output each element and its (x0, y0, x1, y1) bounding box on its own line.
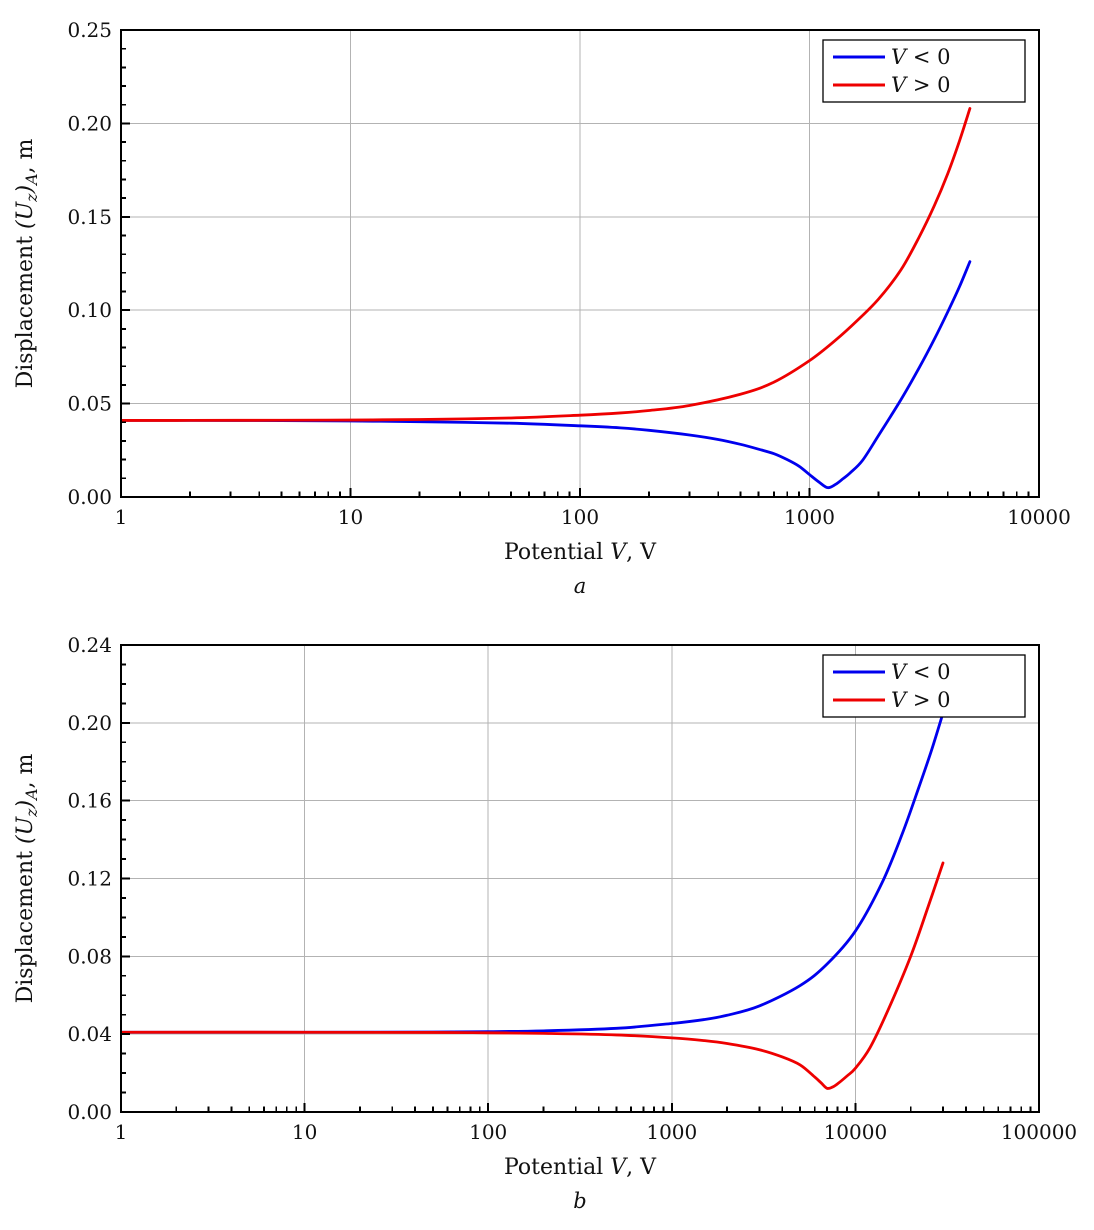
x-tick-label: 10 (338, 505, 363, 529)
grid (121, 30, 1039, 497)
x-tick-label: 100000 (1001, 1120, 1077, 1144)
y-tick-label: 0.24 (67, 633, 112, 657)
y-tick-label: 0.12 (67, 867, 112, 891)
x-tick-label: 1 (115, 1120, 128, 1144)
chart-a: 1 10 100 1000 10000 0.00 0.05 0.10 0.15 0.20 0.25 P… (13, 18, 1071, 598)
series-line-0 (121, 260, 972, 490)
tick-labels: 1 10 100 1000 10000 0.00 0.05 0.10 0.15 0.20 0.25 (67, 18, 1070, 529)
x-tick-label: 10000 (1007, 505, 1071, 529)
chart-a-canvas: 1 10 100 1000 10000 0.00 0.05 0.10 0.15 0.20 0.25 P… (13, 18, 1071, 598)
x-tick-label: 10 (292, 1120, 317, 1144)
legend-label-1: V > 0 (891, 688, 950, 712)
y-tick-label: 0.16 (67, 789, 112, 813)
x-tick-label: 100 (469, 1120, 507, 1144)
x-axis-label: Potential V, V (504, 540, 657, 565)
y-tick-label: 0.10 (67, 298, 112, 322)
x-tick-label: 1 (115, 505, 128, 529)
legend-label-1: V > 0 (891, 73, 950, 97)
y-tick-label: 0.00 (67, 1100, 112, 1124)
ticks (120, 29, 1040, 498)
tick-labels: 1 10 100 1000 10000 100000 0.00 0.04 0.08 0.12 0.1… (67, 633, 1077, 1144)
subfigure-label: b (573, 1189, 586, 1213)
y-tick-label: 0.20 (67, 111, 112, 135)
y-tick-label: 0.25 (67, 18, 112, 42)
series-line-1 (121, 107, 972, 422)
legend-box (822, 654, 1026, 718)
chart-b: 1 10 100 1000 10000 100000 0.00 0.04 0.08 0.12 0.1… (0, 615, 1094, 1230)
y-axis-label: Displacement (Uz)A, m (13, 753, 41, 1003)
y-axis-label: Displacement (Uz)A, m (13, 138, 41, 388)
y-tick-label: 0.04 (67, 1022, 112, 1046)
y-tick-label: 0.00 (67, 485, 112, 509)
x-tick-label: 1000 (784, 505, 835, 529)
axis-labels: Potential V, V b Displacement (Uz)A, m (13, 753, 657, 1213)
y-tick-label: 0.15 (67, 205, 112, 229)
series-line-1 (121, 861, 945, 1090)
legend-label-0: V < 0 (891, 45, 950, 69)
x-axis-label: Potential V, V (504, 1155, 657, 1180)
legend: V < 0 V > 0 (822, 654, 1026, 718)
x-tick-label: 100 (561, 505, 599, 529)
legend-box (822, 39, 1026, 103)
x-tick-label: 10000 (824, 1120, 888, 1144)
legend: V < 0 V > 0 (822, 39, 1026, 103)
ticks (120, 644, 1040, 1113)
series (121, 107, 972, 490)
series (121, 711, 945, 1090)
chart-b-canvas: 1 10 100 1000 10000 100000 0.00 0.04 0.08 0.12 0.1… (13, 633, 1077, 1213)
axis-labels: Potential V, V a Displacement (Uz)A, m (13, 138, 657, 598)
series-line-0 (121, 711, 945, 1034)
y-tick-label: 0.05 (67, 392, 112, 416)
y-tick-label: 0.20 (67, 711, 112, 735)
subfigure-label: a (574, 574, 587, 598)
legend-label-0: V < 0 (891, 660, 950, 684)
y-tick-label: 0.08 (67, 944, 112, 968)
x-tick-label: 1000 (646, 1120, 697, 1144)
